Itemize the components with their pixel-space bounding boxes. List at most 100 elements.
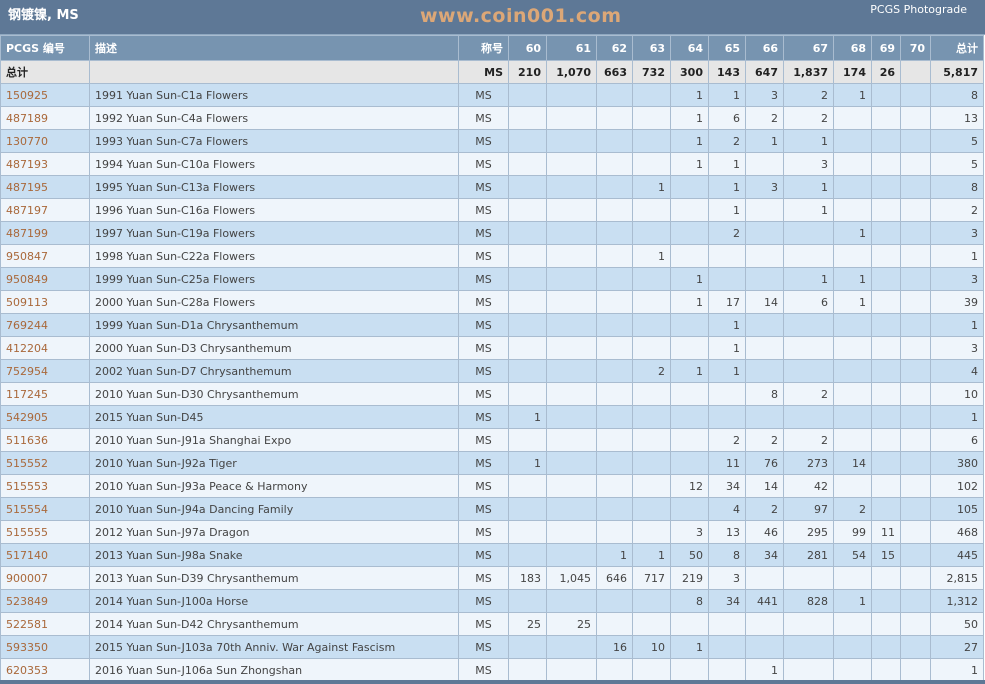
pcgs-number-link[interactable]: 487195 [0, 175, 90, 199]
pcgs-number-link[interactable]: 769244 [0, 313, 90, 337]
header-grade-66[interactable]: 66 [745, 35, 784, 61]
grade-count-67 [783, 359, 834, 383]
grade-count-67 [783, 612, 834, 636]
pcgs-number-link[interactable]: 150925 [0, 83, 90, 107]
pcgs-number-link[interactable]: 517140 [0, 543, 90, 567]
table-row: 522581 2014 Yuan Sun-D42 Chrysanthemum MS 2… [0, 612, 984, 636]
designation: MS [458, 359, 509, 383]
totals-grade-66: 647 [745, 60, 784, 84]
header-grade-70[interactable]: 70 [900, 35, 931, 61]
pcgs-number-link[interactable]: 515555 [0, 520, 90, 544]
pcgs-number-link[interactable]: 130770 [0, 129, 90, 153]
pcgs-number-link[interactable]: 487189 [0, 106, 90, 130]
grade-count-65: 1 [708, 313, 746, 337]
header-designation[interactable]: 称号 [458, 35, 509, 61]
designation: MS [458, 152, 509, 176]
header-grade-69[interactable]: 69 [871, 35, 901, 61]
pcgs-number-link[interactable]: 509113 [0, 290, 90, 314]
grade-count-68 [833, 336, 872, 360]
pcgs-number-link[interactable]: 593350 [0, 635, 90, 659]
grade-count-66: 441 [745, 589, 784, 613]
grade-count-66: 3 [745, 83, 784, 107]
grade-count-68 [833, 129, 872, 153]
pcgs-number-link[interactable]: 515553 [0, 474, 90, 498]
grade-count-61 [546, 106, 597, 130]
pcgs-number-link[interactable]: 900007 [0, 566, 90, 590]
designation: MS [458, 129, 509, 153]
grade-count-63: 1 [632, 175, 671, 199]
photograde-link[interactable]: PCGS Photograde [870, 3, 967, 16]
grade-count-67: 42 [783, 474, 834, 498]
grade-count-66 [745, 359, 784, 383]
pcgs-number-link[interactable]: 487199 [0, 221, 90, 245]
grade-count-70 [900, 382, 931, 406]
table-row: 593350 2015 Yuan Sun-J103a 70th Anniv. Wa… [0, 635, 984, 659]
grade-count-69 [871, 612, 901, 636]
designation: MS [458, 589, 509, 613]
header-row: PCGS 编号 描述 称号 60 61 62 63 64 65 66 67 68 69 70 总计 [0, 35, 984, 61]
pcgs-number-link[interactable]: 412204 [0, 336, 90, 360]
grade-count-65: 1 [708, 175, 746, 199]
coin-description: 2013 Yuan Sun-D39 Chrysanthemum [89, 566, 459, 590]
table-row: 150925 1991 Yuan Sun-C1a Flowers MS 1 1 3 2 1 8 [0, 83, 984, 107]
pcgs-number-link[interactable]: 515554 [0, 497, 90, 521]
grade-count-62 [596, 198, 633, 222]
row-total: 1,312 [930, 589, 984, 613]
grade-count-65: 2 [708, 428, 746, 452]
pcgs-number-link[interactable]: 117245 [0, 382, 90, 406]
grade-count-69 [871, 497, 901, 521]
pcgs-number-link[interactable]: 522581 [0, 612, 90, 636]
header-grade-61[interactable]: 61 [546, 35, 597, 61]
pcgs-number-link[interactable]: 515552 [0, 451, 90, 475]
row-total: 5 [930, 129, 984, 153]
table-row: 752954 2002 Yuan Sun-D7 Chrysanthemum MS 2 1… [0, 359, 984, 383]
pcgs-number-link[interactable]: 620353 [0, 658, 90, 682]
header-desc[interactable]: 描述 [89, 35, 459, 61]
header-grade-64[interactable]: 64 [670, 35, 709, 61]
pcgs-number-link[interactable]: 950847 [0, 244, 90, 268]
grade-count-62 [596, 152, 633, 176]
pcgs-number-link[interactable]: 752954 [0, 359, 90, 383]
grade-count-68: 54 [833, 543, 872, 567]
header-grade-65[interactable]: 65 [708, 35, 746, 61]
header-grade-68[interactable]: 68 [833, 35, 872, 61]
grade-count-65: 1 [708, 359, 746, 383]
pcgs-number-link[interactable]: 542905 [0, 405, 90, 429]
grade-count-63 [632, 267, 671, 291]
pcgs-number-link[interactable]: 950849 [0, 267, 90, 291]
row-total: 1 [930, 244, 984, 268]
grade-count-69 [871, 474, 901, 498]
header-grade-67[interactable]: 67 [783, 35, 834, 61]
grade-count-63: 717 [632, 566, 671, 590]
pcgs-number-link[interactable]: 523849 [0, 589, 90, 613]
grade-count-70 [900, 589, 931, 613]
grade-count-66: 34 [745, 543, 784, 567]
grade-count-68 [833, 175, 872, 199]
grade-count-70 [900, 543, 931, 567]
grade-count-64: 3 [670, 520, 709, 544]
grade-count-60 [508, 497, 547, 521]
row-total: 5 [930, 152, 984, 176]
grade-count-65: 1 [708, 152, 746, 176]
designation: MS [458, 520, 509, 544]
table-row: 515552 2010 Yuan Sun-J92a Tiger MS 1 11 76 273… [0, 451, 984, 475]
grade-count-61 [546, 520, 597, 544]
grade-count-69 [871, 175, 901, 199]
header-pcgs[interactable]: PCGS 编号 [0, 35, 90, 61]
grade-count-64: 1 [670, 359, 709, 383]
grade-count-62 [596, 497, 633, 521]
coin-description: 2012 Yuan Sun-J97a Dragon [89, 520, 459, 544]
pcgs-number-link[interactable]: 511636 [0, 428, 90, 452]
grade-count-64: 50 [670, 543, 709, 567]
page-title: 钢镀镍, MS [8, 8, 79, 23]
grade-count-66 [745, 198, 784, 222]
grade-count-61 [546, 175, 597, 199]
grade-count-70 [900, 451, 931, 475]
header-total[interactable]: 总计 [930, 35, 984, 61]
pcgs-number-link[interactable]: 487193 [0, 152, 90, 176]
pcgs-number-link[interactable]: 487197 [0, 198, 90, 222]
header-grade-60[interactable]: 60 [508, 35, 547, 61]
grade-count-66: 76 [745, 451, 784, 475]
header-grade-63[interactable]: 63 [632, 35, 671, 61]
header-grade-62[interactable]: 62 [596, 35, 633, 61]
